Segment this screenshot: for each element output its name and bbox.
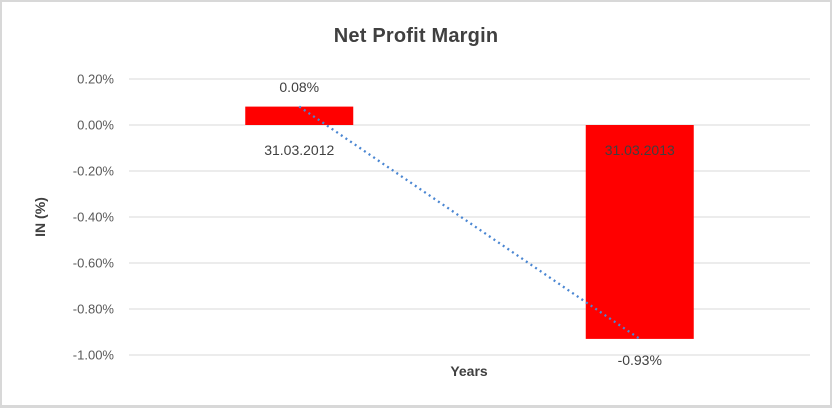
y-tick-label: 0.20% [77, 72, 114, 87]
data-label: 0.08% [279, 79, 319, 95]
trendline [298, 105, 641, 340]
bar [585, 125, 694, 339]
y-tick-label: -0.80% [73, 302, 115, 317]
category-label: 31.03.2012 [264, 142, 334, 158]
data-label: -0.93% [618, 352, 662, 368]
y-tick-label: 0.00% [77, 118, 114, 133]
y-tick-label: -0.40% [73, 210, 115, 225]
y-tick-label: -0.60% [73, 256, 115, 271]
x-axis-title: Years [450, 363, 488, 379]
y-tick-label: -1.00% [73, 348, 115, 363]
y-tick-label: -0.20% [73, 164, 115, 179]
chart-title: Net Profit Margin [333, 25, 499, 47]
bar [245, 106, 354, 125]
category-label: 31.03.2013 [605, 142, 675, 158]
